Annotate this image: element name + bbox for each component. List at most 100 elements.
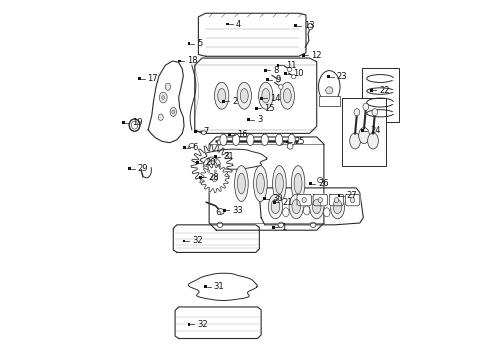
- Ellipse shape: [215, 82, 229, 109]
- Ellipse shape: [276, 77, 280, 82]
- Ellipse shape: [302, 198, 306, 203]
- Bar: [228, 134, 231, 136]
- Text: 30: 30: [272, 194, 283, 203]
- Polygon shape: [188, 273, 257, 301]
- Polygon shape: [175, 307, 261, 338]
- Bar: [247, 118, 250, 121]
- Ellipse shape: [313, 199, 321, 214]
- Ellipse shape: [218, 89, 225, 103]
- Text: 4: 4: [236, 19, 241, 28]
- Ellipse shape: [247, 134, 254, 145]
- Bar: [370, 89, 373, 92]
- Ellipse shape: [237, 82, 251, 109]
- Text: 25: 25: [295, 138, 305, 147]
- Text: 12: 12: [311, 51, 321, 60]
- Ellipse shape: [256, 173, 265, 194]
- Text: 16: 16: [238, 130, 248, 139]
- Ellipse shape: [323, 208, 330, 217]
- Ellipse shape: [279, 84, 283, 89]
- Text: 21: 21: [282, 198, 293, 207]
- Text: 14: 14: [270, 94, 280, 103]
- FancyBboxPatch shape: [362, 68, 399, 122]
- Text: 8: 8: [273, 66, 279, 75]
- Polygon shape: [209, 137, 324, 230]
- Text: 17: 17: [147, 75, 158, 84]
- Ellipse shape: [311, 222, 316, 228]
- Bar: [223, 209, 225, 212]
- Text: 28: 28: [209, 173, 220, 182]
- Polygon shape: [191, 145, 233, 186]
- Ellipse shape: [283, 208, 289, 217]
- Bar: [309, 182, 312, 185]
- Ellipse shape: [359, 127, 369, 144]
- Bar: [266, 78, 269, 81]
- Ellipse shape: [170, 107, 176, 116]
- Bar: [302, 54, 304, 57]
- Ellipse shape: [220, 134, 227, 145]
- Ellipse shape: [330, 194, 344, 219]
- Bar: [264, 69, 267, 72]
- Bar: [272, 226, 275, 229]
- Ellipse shape: [207, 161, 217, 171]
- Polygon shape: [173, 225, 259, 252]
- Text: 31: 31: [223, 152, 234, 161]
- Ellipse shape: [259, 82, 273, 109]
- Bar: [226, 23, 229, 26]
- Polygon shape: [198, 13, 306, 56]
- Bar: [199, 176, 202, 179]
- Bar: [327, 75, 330, 78]
- Ellipse shape: [214, 170, 217, 172]
- Ellipse shape: [280, 82, 294, 109]
- Ellipse shape: [289, 194, 303, 219]
- Polygon shape: [200, 149, 267, 169]
- Text: 2: 2: [232, 96, 237, 105]
- Ellipse shape: [350, 198, 355, 203]
- Text: 19: 19: [132, 118, 142, 127]
- Bar: [204, 285, 207, 288]
- Bar: [255, 107, 258, 110]
- Ellipse shape: [271, 199, 280, 214]
- Ellipse shape: [204, 165, 207, 167]
- Ellipse shape: [303, 206, 310, 215]
- Text: 32: 32: [192, 237, 202, 246]
- Bar: [178, 59, 181, 62]
- Bar: [128, 167, 131, 170]
- Ellipse shape: [350, 133, 361, 149]
- Ellipse shape: [333, 199, 342, 214]
- Text: 20: 20: [205, 158, 216, 167]
- Ellipse shape: [261, 134, 269, 145]
- Ellipse shape: [189, 143, 195, 148]
- Ellipse shape: [275, 134, 283, 145]
- Text: 24: 24: [370, 126, 381, 135]
- Ellipse shape: [278, 140, 284, 145]
- Ellipse shape: [294, 173, 302, 194]
- Polygon shape: [329, 194, 343, 206]
- Bar: [188, 42, 191, 45]
- Ellipse shape: [217, 222, 222, 228]
- Text: 5: 5: [197, 39, 202, 48]
- Bar: [214, 155, 217, 158]
- Ellipse shape: [269, 194, 283, 219]
- Text: 27: 27: [347, 191, 358, 200]
- Ellipse shape: [318, 177, 323, 183]
- Ellipse shape: [262, 89, 270, 103]
- Ellipse shape: [208, 159, 210, 161]
- Ellipse shape: [162, 96, 165, 99]
- Bar: [361, 129, 364, 132]
- Ellipse shape: [308, 23, 313, 30]
- Ellipse shape: [372, 109, 378, 116]
- Text: 22: 22: [379, 86, 390, 95]
- Text: 32: 32: [197, 320, 208, 329]
- Text: 11: 11: [286, 61, 296, 70]
- Ellipse shape: [214, 159, 217, 161]
- Polygon shape: [313, 194, 327, 206]
- Ellipse shape: [232, 134, 240, 145]
- FancyBboxPatch shape: [342, 98, 386, 166]
- Ellipse shape: [218, 211, 221, 215]
- Bar: [286, 140, 289, 143]
- Polygon shape: [195, 58, 317, 134]
- Text: 9: 9: [275, 75, 280, 84]
- Ellipse shape: [278, 222, 284, 228]
- Bar: [318, 96, 340, 107]
- Bar: [284, 72, 287, 75]
